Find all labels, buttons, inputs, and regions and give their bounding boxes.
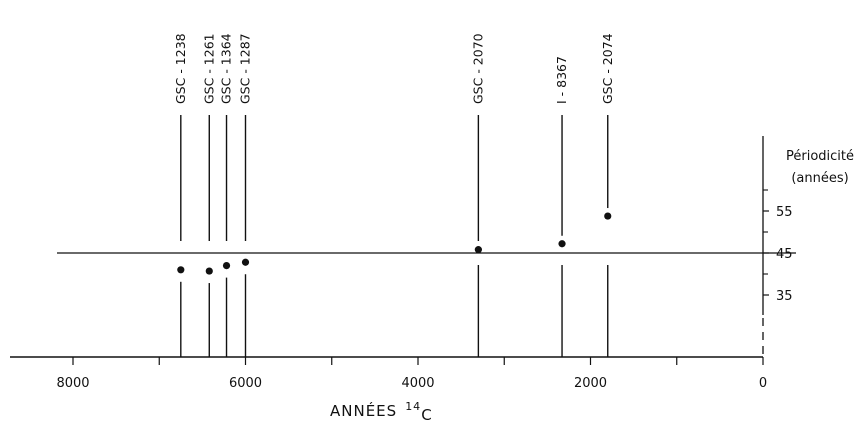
x-tick-label-2000: 2000	[574, 376, 607, 391]
sample-label-2: GSC - 1364	[219, 33, 234, 104]
data-point-1	[205, 267, 213, 275]
x-tick-label-8000: 8000	[56, 376, 89, 391]
data-point-6	[604, 212, 612, 220]
data-point-3	[241, 258, 250, 266]
y-axis: 35 45 55	[762, 136, 793, 355]
y-tick-label-35: 35	[776, 289, 793, 304]
sample-stems	[180, 115, 609, 357]
x-tick-label-4000: 4000	[401, 376, 434, 391]
y-axis-title-line1: Périodicité	[786, 149, 854, 164]
sample-label-6: GSC - 2074	[600, 33, 615, 104]
y-tick-label-45: 45	[776, 247, 793, 262]
sample-labels: GSC - 1238 GSC - 1261 GSC - 1364 GSC - 1287…	[173, 33, 615, 104]
data-points	[177, 212, 612, 275]
data-point-5	[558, 240, 566, 248]
sample-label-5: I - 8367	[554, 56, 569, 104]
data-point-4	[474, 246, 482, 254]
sample-label-1: GSC - 1261	[201, 33, 216, 104]
y-tick-label-55: 55	[776, 205, 793, 220]
data-point-2	[222, 262, 231, 270]
x-axis-title: ANNÉES 14C	[330, 400, 433, 424]
x-tick-label-0: 0	[759, 376, 767, 391]
x-tick-label-6000: 6000	[229, 376, 262, 391]
sample-label-0: GSC - 1238	[173, 33, 188, 104]
data-point-0	[177, 266, 185, 274]
x-axis: 8000 6000 4000 2000 0	[10, 356, 767, 391]
y-axis-title-line2: (années)	[791, 171, 848, 186]
sample-label-4: GSC - 2070	[470, 33, 485, 104]
sample-label-3: GSC - 1287	[238, 33, 253, 104]
